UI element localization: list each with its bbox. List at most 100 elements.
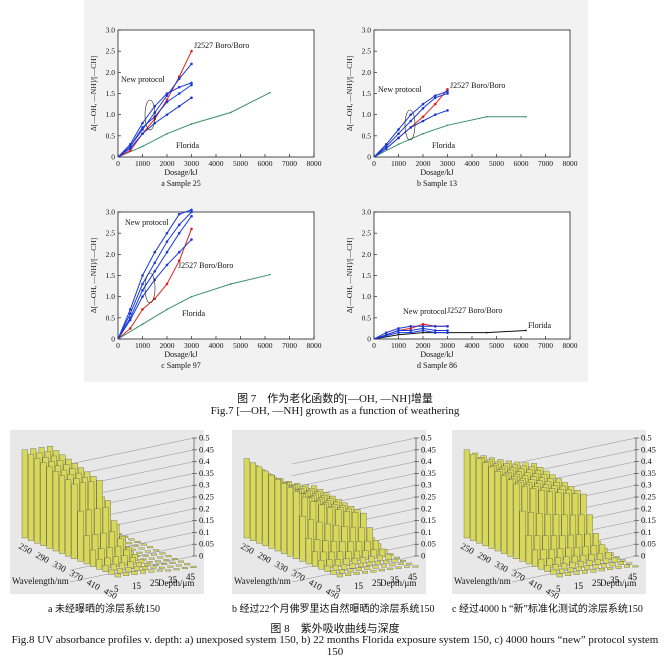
data-point xyxy=(446,92,449,95)
x-axis-label: Dosage/kJ xyxy=(420,168,453,177)
surface-cell xyxy=(281,483,287,554)
y-tick-label: 2.0 xyxy=(106,250,116,259)
surface-cell xyxy=(368,556,375,563)
data-point xyxy=(166,308,168,311)
y-tick-label: 0 xyxy=(111,153,115,162)
surface-cell xyxy=(163,559,170,562)
surface-cell xyxy=(341,564,348,570)
y-tick-label: 1.0 xyxy=(362,110,372,119)
data-point xyxy=(397,327,400,330)
z-tick-label: 0.35 xyxy=(199,468,214,478)
data-point xyxy=(397,136,400,140)
data-point xyxy=(165,240,169,243)
data-point xyxy=(446,87,449,91)
data-point xyxy=(409,331,413,334)
z-tick-label: 0.5 xyxy=(199,433,210,443)
surface-cell xyxy=(611,557,618,563)
data-point xyxy=(141,132,144,136)
surface-cell xyxy=(138,547,145,550)
surface-cell xyxy=(626,562,633,565)
z-tick-label: 0.1 xyxy=(641,527,652,537)
y-axis-label: Δ[—OH, —NH]/[—CH] xyxy=(89,56,98,131)
x-tick-label: 6000 xyxy=(258,159,273,168)
x-tick-label: 1000 xyxy=(391,341,406,350)
depth-tick-label: 25 xyxy=(150,578,160,588)
surface-cell xyxy=(52,471,59,552)
surface-cell xyxy=(519,510,526,562)
depth-axis-label: Depth/μm xyxy=(600,578,636,588)
surface-cell xyxy=(609,562,616,567)
z-tick-label: 0.4 xyxy=(641,456,652,466)
surface-cell xyxy=(159,552,166,555)
data-point xyxy=(141,126,144,129)
data-point xyxy=(433,94,437,97)
data-point xyxy=(190,214,193,218)
depth-tick-label: 15 xyxy=(574,581,584,591)
y-tick-label: 1.5 xyxy=(362,89,372,98)
z-tick-label: 0.3 xyxy=(199,480,210,490)
data-point xyxy=(128,147,132,150)
data-point xyxy=(446,124,449,127)
surface-cell xyxy=(488,466,495,549)
surface-cell xyxy=(624,564,630,568)
surface-cell xyxy=(305,538,312,565)
label-florida: Florida xyxy=(182,309,206,318)
y-tick-label: 0 xyxy=(111,335,115,344)
data-point xyxy=(422,132,424,135)
label-new-protocol: New protocol xyxy=(125,218,170,227)
x-tick-label: 2000 xyxy=(416,159,431,168)
label-new-protocol: New protocol xyxy=(121,75,166,84)
data-point xyxy=(446,329,449,332)
surface-cell xyxy=(594,559,601,565)
surface-cell xyxy=(71,483,78,559)
x-tick-label: 7000 xyxy=(282,159,297,168)
surface-cell xyxy=(102,565,109,572)
fig7-caption-en: Fig.7 [—OH, —NH] growth as a function of… xyxy=(210,405,460,417)
surface-cell xyxy=(360,557,367,564)
surface-cell xyxy=(476,458,483,544)
surface-cell xyxy=(293,491,300,559)
surface-cell xyxy=(123,572,130,576)
line-chart-d: 0 1000 2000 3000 4000 5000 6000 7000 8000 0 0.5 1.0… xyxy=(345,208,578,371)
data-point xyxy=(409,113,413,116)
depth-tick-label: 5 xyxy=(336,584,341,594)
grid-line xyxy=(291,461,417,488)
surface-cell xyxy=(374,560,381,565)
surface-cell xyxy=(136,551,143,554)
fig8-caption-en: Fig.8 UV absorbance profiles v. depth: a… xyxy=(11,634,659,658)
surface-cell xyxy=(556,573,563,578)
surface-cell xyxy=(108,569,115,575)
wavelength-axis-label: Wavelength/nm xyxy=(12,576,69,586)
data-point xyxy=(177,104,181,108)
depth-tick-label: 5 xyxy=(556,584,561,594)
x-tick-label: 2000 xyxy=(416,341,431,350)
data-point xyxy=(190,238,193,241)
surface-cell xyxy=(617,561,624,565)
data-point xyxy=(128,318,132,322)
data-point xyxy=(409,325,413,328)
x-tick-label: 6000 xyxy=(514,159,529,168)
surface-cell xyxy=(494,471,501,552)
surface-cell xyxy=(148,569,155,573)
surface-cell xyxy=(151,553,157,556)
x-tick-label: 5000 xyxy=(233,341,248,350)
surface-cell xyxy=(274,479,281,552)
data-point xyxy=(177,231,181,235)
surface-cell xyxy=(575,566,582,571)
grid-line xyxy=(511,437,637,465)
depth-axis-label: Depth/μm xyxy=(158,578,194,588)
x-tick-label: 3000 xyxy=(184,159,199,168)
surface-cell xyxy=(268,474,275,549)
y-tick-label: 3.0 xyxy=(106,26,116,35)
plot-area xyxy=(373,211,571,340)
data-point xyxy=(190,295,193,298)
surface-cell xyxy=(142,566,149,570)
y-tick-label: 2.5 xyxy=(362,229,372,238)
z-tick-label: 0.35 xyxy=(641,468,656,478)
surface-cell xyxy=(400,559,406,562)
z-tick-label: 0.2 xyxy=(421,503,432,513)
surface-cell xyxy=(125,567,132,573)
label-florida: Florida xyxy=(176,141,200,150)
z-tick-label: 0.15 xyxy=(641,515,656,525)
data-point xyxy=(397,329,400,332)
